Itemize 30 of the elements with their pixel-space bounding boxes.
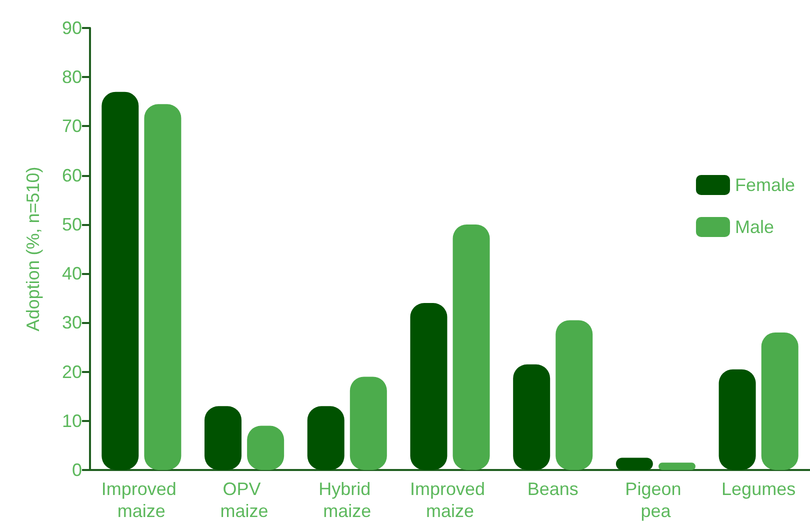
x-tick-label: Improved maize (410, 479, 490, 521)
legend-label: Female (734, 175, 796, 195)
bar (350, 376, 387, 470)
y-tick-label: 90 (62, 18, 82, 38)
bar (102, 92, 139, 470)
y-tick-label: 80 (62, 67, 82, 88)
bar (658, 462, 696, 470)
y-tick-label: 10 (62, 410, 82, 431)
x-tick-label: Hybrid maize (318, 479, 376, 521)
legend-label: Male (734, 217, 774, 237)
bar (452, 224, 490, 470)
bar (556, 320, 593, 470)
y-tick-label: 60 (62, 165, 82, 186)
y-axis-title: Adoption (%, n=510) (23, 166, 43, 332)
y-tick-label: 30 (62, 312, 82, 333)
bar (761, 332, 798, 470)
bar (513, 364, 550, 470)
bar (718, 369, 756, 470)
y-tick-label: 0 (72, 460, 82, 480)
y-tick-label: 20 (62, 362, 82, 382)
y-tick-label: 70 (62, 116, 82, 136)
y-tick-label: 50 (62, 214, 82, 234)
x-tick-label: Legumes (722, 479, 796, 499)
x-tick-label: OPV maize (220, 479, 268, 521)
x-tick-label: Improved maize (101, 479, 182, 521)
x-tick-label: Pigeon pea (625, 479, 686, 521)
x-tick-label: Beans (527, 479, 578, 499)
y-tick-label: 40 (62, 264, 82, 284)
bar (410, 303, 448, 470)
bar (144, 104, 182, 470)
